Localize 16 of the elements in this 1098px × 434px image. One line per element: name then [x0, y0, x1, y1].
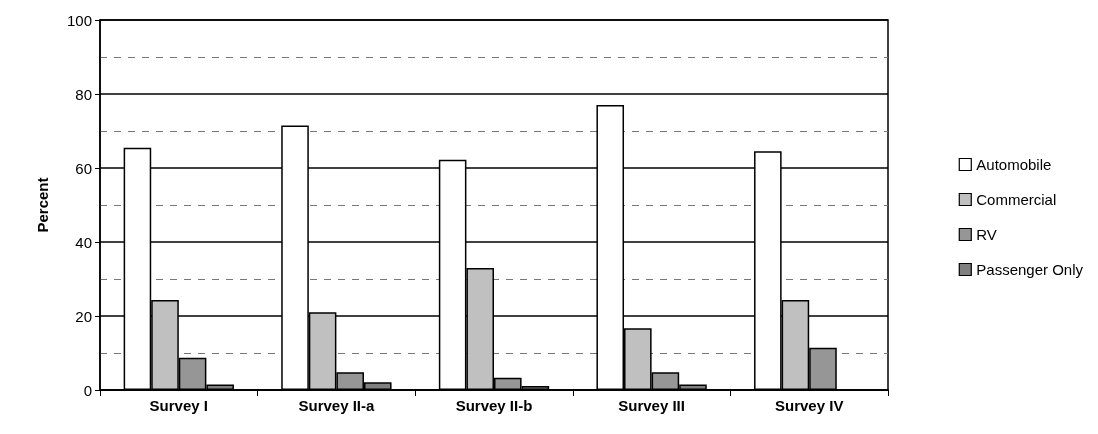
- y-tick-label: 20: [75, 307, 92, 325]
- legend-label: Automobile: [976, 156, 1052, 173]
- legend-label: Passenger Only: [976, 261, 1084, 278]
- y-tick-label: 0: [83, 381, 92, 399]
- y-tick-label: 100: [66, 11, 92, 29]
- y-tick-label: 40: [75, 233, 92, 251]
- x-tick-label: Survey III: [618, 397, 685, 414]
- x-tick-label: Survey IV: [775, 397, 844, 414]
- y-tick-label: 60: [75, 159, 92, 177]
- x-tick-label: Survey I: [149, 397, 208, 414]
- legend-label: Commercial: [976, 191, 1057, 208]
- x-tick-label: Survey II-b: [455, 397, 533, 414]
- legend-label: RV: [976, 226, 997, 243]
- y-tick-label: 80: [75, 85, 92, 103]
- y-axis-title: Percent: [34, 177, 51, 233]
- x-tick-label: Survey II-a: [298, 397, 375, 414]
